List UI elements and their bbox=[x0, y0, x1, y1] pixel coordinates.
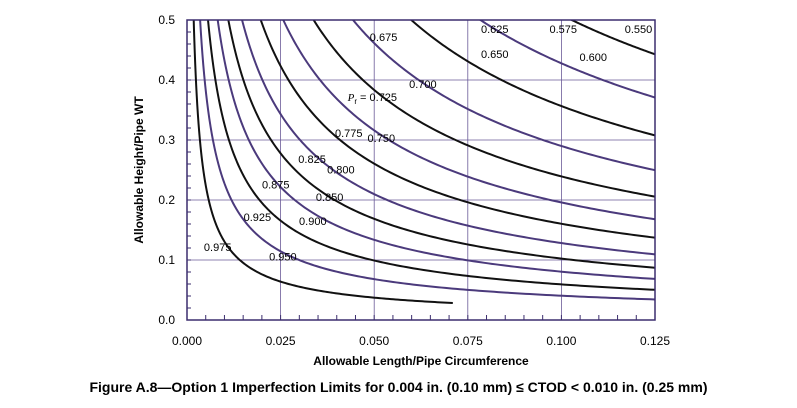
curve-label: 0.650 bbox=[481, 49, 509, 61]
y-axis-title: Allowable Height/Pipe WT bbox=[132, 96, 146, 244]
curve-label: 0.950 bbox=[269, 252, 297, 264]
x-tick-label: 0.125 bbox=[640, 334, 670, 348]
curve-0.725 bbox=[409, 20, 655, 137]
x-tick-label: 0.050 bbox=[359, 334, 389, 348]
y-tick-label: 0.2 bbox=[158, 193, 175, 207]
curve-0.925 bbox=[207, 20, 655, 291]
curve-label: 0.925 bbox=[244, 212, 272, 224]
curve-0.700 bbox=[478, 20, 655, 99]
curve-label: 0.625 bbox=[481, 24, 509, 36]
curve-0.875 bbox=[227, 20, 655, 269]
curves bbox=[192, 0, 655, 304]
axis-ticks: 0.000 0.025 0.050 0.075 0.100 0.125 0.0 0.1 0.2 0… bbox=[158, 13, 670, 348]
curve-label: 0.875 bbox=[262, 180, 290, 192]
y-tick-label: 0.1 bbox=[158, 253, 175, 267]
x-tick-label: 0.025 bbox=[266, 334, 296, 348]
curve-label: 0.575 bbox=[550, 24, 578, 36]
curve-label: Pr = 0.725 bbox=[347, 92, 397, 106]
x-axis-title: Allowable Length/Pipe Circumference bbox=[313, 354, 529, 368]
x-tick-label: 0.000 bbox=[172, 334, 202, 348]
figure-caption: Figure A.8—Option 1 Imperfection Limits … bbox=[89, 379, 708, 395]
x-tick-label: 0.075 bbox=[453, 334, 483, 348]
plot-frame bbox=[186, 19, 656, 321]
curve-label: 0.900 bbox=[299, 216, 327, 228]
grid-lines bbox=[187, 20, 655, 320]
curve-label: 0.800 bbox=[327, 165, 355, 177]
curve-0.825 bbox=[259, 20, 655, 239]
y-tick-label: 0.3 bbox=[158, 133, 175, 147]
curve-0.675 bbox=[569, 20, 655, 56]
curve-label: 0.825 bbox=[298, 154, 326, 166]
curve-label: 0.850 bbox=[316, 192, 344, 204]
curve-0.975 bbox=[192, 20, 453, 304]
curve-0.800 bbox=[282, 20, 655, 221]
chart: 0.550 0.575 0.600 0.625 0.650 0.675 0.700 Pr = … bbox=[132, 0, 670, 368]
curve-label: 0.975 bbox=[204, 242, 232, 254]
curve-label: 0.675 bbox=[370, 32, 398, 44]
curve-0.900 bbox=[216, 20, 655, 280]
curve-labels: 0.550 0.575 0.600 0.625 0.650 0.675 0.700 Pr = … bbox=[204, 24, 652, 263]
curve-0.650 bbox=[595, 0, 655, 2]
curve-label: 0.700 bbox=[409, 79, 437, 91]
curve-0.750 bbox=[351, 20, 655, 172]
curve-0.775 bbox=[312, 20, 655, 198]
curve-label: 0.600 bbox=[579, 52, 607, 64]
curve-label: 0.750 bbox=[368, 133, 396, 145]
y-tick-label: 0.4 bbox=[158, 73, 175, 87]
x-tick-label: 0.100 bbox=[546, 334, 576, 348]
curve-label: 0.775 bbox=[335, 128, 363, 140]
y-tick-label: 0.0 bbox=[158, 313, 175, 327]
curve-0.850 bbox=[241, 20, 655, 256]
curve-label: 0.550 bbox=[625, 24, 653, 36]
y-tick-label: 0.5 bbox=[158, 13, 175, 27]
curve-0.950 bbox=[199, 20, 655, 301]
